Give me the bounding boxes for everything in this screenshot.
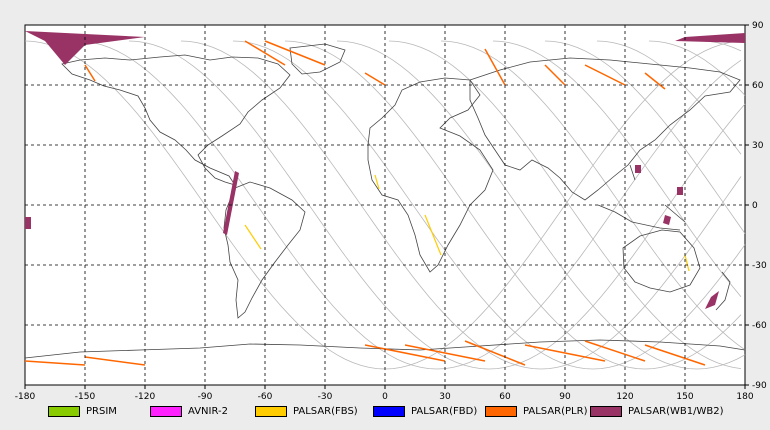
legend-swatch <box>373 405 405 417</box>
x-tick-label: -90 <box>198 392 213 402</box>
y-tick-label: -60 <box>752 321 767 331</box>
legend-item: PRSIM <box>48 404 117 418</box>
swath-fbs <box>684 254 690 272</box>
x-tick-label: 150 <box>676 392 693 402</box>
x-tick-label: 90 <box>559 392 571 402</box>
x-tick-label: 120 <box>616 392 633 402</box>
legend-item: PALSAR(PLR) <box>485 404 587 418</box>
coast-asia <box>469 57 741 201</box>
swath-plr <box>584 340 646 362</box>
coast-australia <box>622 229 701 293</box>
legend-label: PRSIM <box>86 405 117 417</box>
swath-plr <box>484 48 506 86</box>
x-tick-label: 0 <box>382 392 388 402</box>
y-tick-label: -30 <box>752 261 767 271</box>
x-tick-label: -120 <box>135 392 156 402</box>
swath-wb <box>675 33 745 43</box>
swath-plr <box>244 40 286 66</box>
legend-swatch <box>590 405 622 417</box>
legend-label: PALSAR(PLR) <box>523 405 588 417</box>
swath-plr <box>264 40 326 66</box>
orbit-track <box>648 40 746 96</box>
coast-north-america <box>61 54 291 186</box>
y-tick-label: -90 <box>752 381 767 391</box>
orbit-track <box>128 40 746 370</box>
swath-plr <box>404 344 486 362</box>
legend-swatch <box>48 405 80 417</box>
orbit-track <box>180 40 742 370</box>
legend-label: PALSAR(FBD) <box>411 405 478 417</box>
swath-plr <box>544 64 566 86</box>
legend-item: AVNIR-2 <box>150 404 228 418</box>
x-tick-label: 60 <box>499 392 511 402</box>
orbit-track <box>596 40 742 155</box>
swath-wb <box>25 217 31 229</box>
legend-item: PALSAR(FBD) <box>373 404 477 418</box>
swath-plr <box>584 64 626 86</box>
observation-swaths <box>24 31 745 366</box>
x-tick-label: -180 <box>15 392 36 402</box>
legend-label: AVNIR-2 <box>188 405 228 417</box>
swath-plr <box>364 72 386 86</box>
legend-swatch <box>255 405 287 417</box>
coast-greenland <box>289 43 346 75</box>
orbit-track <box>544 40 746 234</box>
coast-europe-africa <box>367 77 494 273</box>
axis-ticks: -180 -150 -120 -90 -60 -30 0 30 60 90 120 150 180 90 6… <box>15 21 767 402</box>
coast-new-zealand <box>715 271 731 311</box>
swath-fbs <box>244 224 262 250</box>
grid-lines <box>25 25 745 385</box>
swath-plr <box>524 344 606 362</box>
swath-plr <box>464 340 526 366</box>
coastlines <box>24 43 746 359</box>
swath-wb <box>663 215 671 225</box>
swath-plr <box>644 72 666 90</box>
orbit-track <box>284 40 742 370</box>
swath-wb <box>677 187 683 195</box>
x-tick-label: 180 <box>736 392 753 402</box>
x-tick-label: -30 <box>318 392 333 402</box>
y-tick-label: 60 <box>752 81 764 91</box>
legend-swatch <box>485 405 517 417</box>
orbit-track <box>440 40 746 351</box>
swath-plr <box>84 356 146 366</box>
swath-plr <box>84 64 96 82</box>
legend-label: PALSAR(FBS) <box>293 405 358 417</box>
x-tick-label: -60 <box>258 392 273 402</box>
swath-wb <box>223 171 239 235</box>
y-tick-label: 30 <box>752 141 764 151</box>
legend-item: PALSAR(WB1/WB2) <box>590 404 724 418</box>
coast-south-america <box>223 181 306 319</box>
orbit-track <box>336 40 746 370</box>
orbit-track <box>492 40 742 297</box>
legend-label: PALSAR(WB1/WB2) <box>628 405 724 417</box>
swath-fbs <box>374 174 380 190</box>
legend-item: PALSAR(FBS) <box>255 404 358 418</box>
swath-plr <box>24 360 86 366</box>
coast-antarctica <box>24 339 746 359</box>
legend: PRSIM AVNIR-2 PALSAR(FBS) PALSAR(FBD) PALSAR… <box>0 400 770 422</box>
swath-wb <box>25 31 145 65</box>
coast-islands <box>597 164 686 231</box>
x-tick-label: 30 <box>439 392 451 402</box>
orbit-track <box>76 40 742 370</box>
x-tick-label: -150 <box>75 392 96 402</box>
swath-fbs <box>424 214 442 256</box>
swath-wb <box>635 165 641 173</box>
legend-swatch <box>150 405 182 417</box>
swath-plr <box>364 344 446 362</box>
y-tick-label: 0 <box>752 201 758 211</box>
y-tick-label: 90 <box>752 21 764 31</box>
swath-wb <box>705 291 719 309</box>
swath-plr <box>644 344 706 366</box>
